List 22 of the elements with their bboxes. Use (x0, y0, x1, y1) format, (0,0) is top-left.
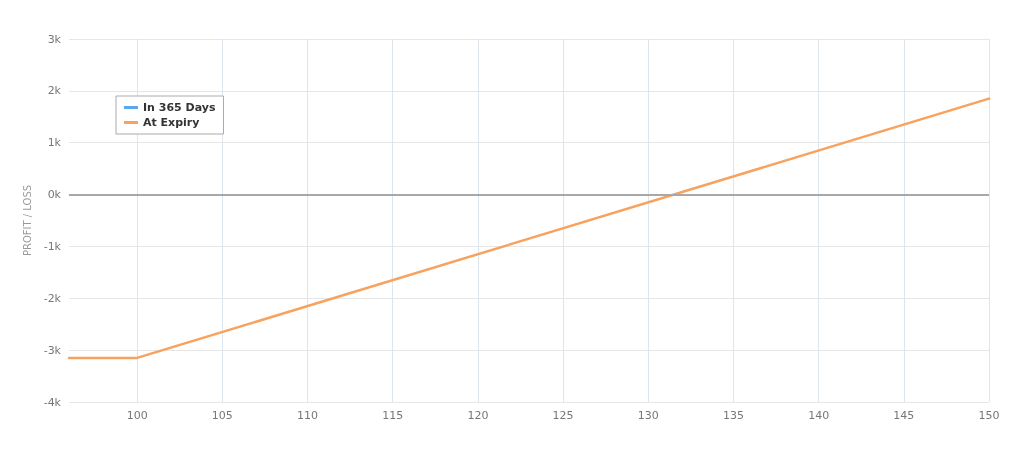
x-tick-label: 150 (978, 409, 1000, 422)
y-tick-label: 2k (47, 84, 62, 98)
x-tick-label: 130 (637, 409, 659, 422)
x-tick-label: 100 (126, 409, 148, 422)
y-tick-label: 1k (47, 136, 62, 150)
x-tick-label: 120 (467, 409, 489, 422)
y-tick-label: -2k (43, 291, 62, 305)
x-tick-label: 145 (893, 409, 915, 422)
y-tick-label: 3k (47, 32, 62, 46)
x-tick-label: 110 (297, 409, 319, 422)
x-tick-label: 135 (722, 409, 744, 422)
y-tick-label: -1k (43, 239, 62, 253)
y-axis-title: PROFIT / LOSS (22, 184, 34, 257)
legend-label: At Expiry (143, 116, 200, 129)
x-tick-label: 140 (808, 409, 830, 422)
x-tick-label: 105 (211, 409, 233, 422)
y-tick-label: 0k (47, 188, 62, 202)
legend-label: In 365 Days (143, 101, 216, 114)
x-tick-label: 125 (552, 409, 574, 422)
y-tick-label: -4k (43, 395, 62, 409)
x-tick-label: 115 (382, 409, 404, 422)
y-tick-label: -3k (43, 343, 62, 357)
